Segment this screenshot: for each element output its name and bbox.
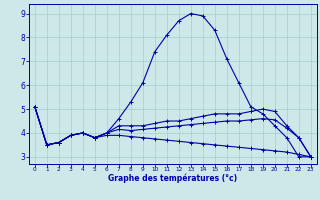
X-axis label: Graphe des températures (°c): Graphe des températures (°c): [108, 174, 237, 183]
